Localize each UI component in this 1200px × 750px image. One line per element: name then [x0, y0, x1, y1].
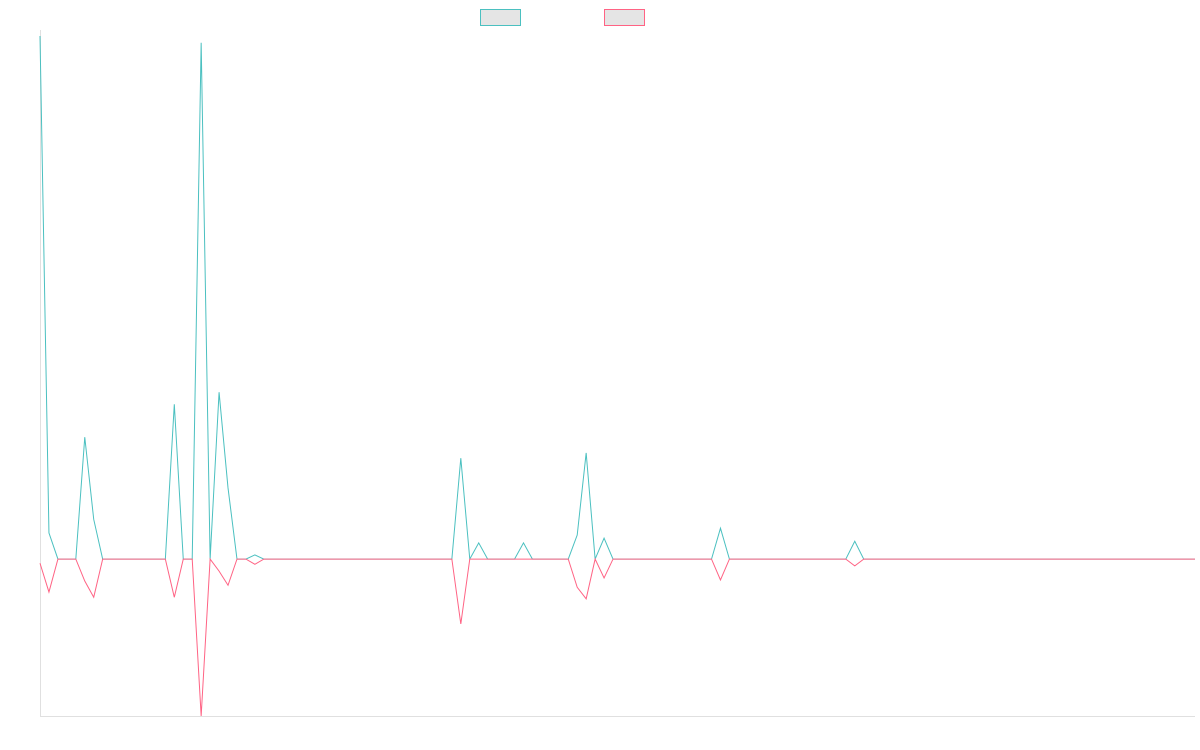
series-2-line	[39, 557, 1195, 717]
series-group	[39, 35, 1195, 717]
legend-item-series-2[interactable]	[604, 9, 645, 26]
legend-item-series-1[interactable]	[480, 9, 521, 26]
series-1-line	[39, 35, 1195, 561]
legend	[480, 9, 645, 26]
